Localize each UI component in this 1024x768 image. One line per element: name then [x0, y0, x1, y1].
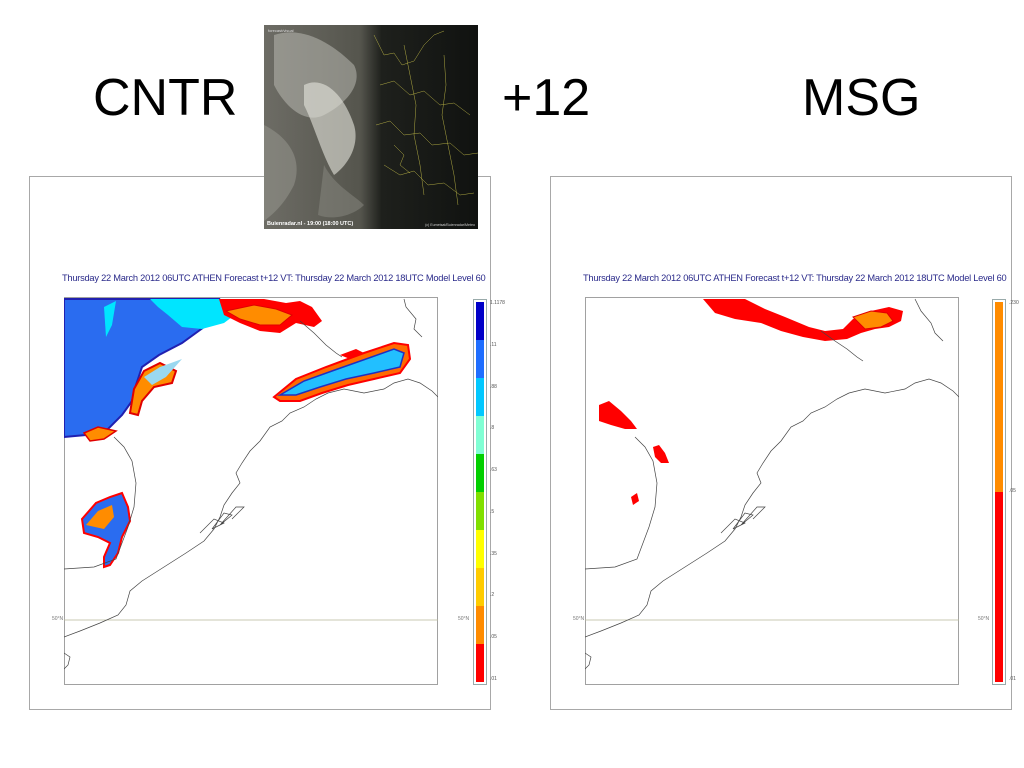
legend-swatch [995, 302, 1003, 492]
lat-label-right: 50°N [458, 616, 470, 622]
cntr-cloud-streak [104, 301, 116, 337]
cntr-forecast-panel: Thursday 22 March 2012 06UTC ATHEN Forec… [29, 176, 505, 710]
legend-swatch [476, 340, 484, 378]
satellite-thumbnail: forecast/visual Buienradar.nl - 19:00 (1… [264, 25, 478, 229]
legend-swatch [476, 606, 484, 644]
coastline-north [820, 330, 864, 362]
cntr-cloud-south [82, 426, 118, 442]
cntr-panel-heading: Thursday 22 March 2012 06UTC ATHEN Forec… [62, 273, 486, 283]
coastline-north-2 [914, 298, 944, 342]
legend-tick-label: .01 [1009, 676, 1016, 682]
coastline-island [64, 652, 71, 670]
legend-tick-label: 1.1178 [490, 300, 505, 306]
legend-tick-label: .88 [490, 383, 497, 390]
msg-legend: .230 .05 .01 [992, 299, 1019, 685]
legend-swatch [476, 378, 484, 416]
lat-label-left: 50°N [573, 616, 585, 622]
coastline-east [327, 378, 438, 398]
cntr-legend: 1.1178 .11 .88 .8 .63 .5 .35 .2 .05 .01 [473, 299, 505, 685]
coastline-north [299, 320, 343, 358]
msg-panel-heading: Thursday 22 March 2012 06UTC ATHEN Forec… [583, 273, 1007, 283]
cntr-east-band [277, 348, 405, 396]
legend-tick-label: .35 [490, 550, 497, 557]
legend-swatch [995, 492, 1003, 682]
coastline-island [585, 652, 592, 670]
legend-swatch [476, 568, 484, 606]
cntr-cloud-light [144, 359, 182, 385]
cntr-orange-north [224, 304, 293, 326]
cntr-cloud-sw-orange [86, 505, 114, 529]
coastline-inlets [720, 506, 766, 534]
legend-swatch [476, 302, 484, 340]
legend-swatch [476, 492, 484, 530]
msg-orange-north [852, 310, 894, 330]
thumbnail-credit: (c) Eumetsat/Buienradar/Meteo [425, 223, 475, 227]
map-frame [585, 297, 959, 685]
msg-red-center [653, 445, 669, 463]
msg-map [585, 297, 959, 685]
legend-tick-label: .05 [1009, 488, 1016, 494]
satellite-image [264, 25, 478, 229]
legend-tick-label: .63 [490, 467, 497, 474]
thumbnail-caption: Buienradar.nl - 19:00 (18:00 UTC) [267, 221, 354, 227]
cntr-cloud-cyan [150, 299, 244, 329]
coastline-inlets [199, 506, 245, 534]
title-msg: MSG [802, 69, 921, 127]
coastline-north-2 [403, 298, 423, 338]
coastline [64, 436, 137, 570]
legend-swatch [476, 416, 484, 454]
legend-tick-label: .5 [490, 508, 495, 515]
legend-swatch [476, 644, 484, 682]
coastline-south [585, 392, 850, 638]
title-forecast-step: +12 [502, 69, 591, 127]
msg-observation-panel: Thursday 22 March 2012 06UTC ATHEN Forec… [550, 176, 1019, 710]
msg-red-speck [631, 493, 639, 505]
thumbnail-header: forecast/visual [268, 28, 294, 33]
coastline [585, 436, 658, 570]
legend-tick-label: .8 [490, 425, 495, 432]
coastline-east [848, 378, 959, 398]
msg-red-west [599, 401, 637, 429]
cntr-map [64, 297, 438, 685]
coastline-south [64, 392, 329, 638]
lat-label-left: 50°N [52, 616, 64, 622]
lat-label-right: 50°N [978, 616, 990, 622]
legend-tick-label: .2 [490, 592, 495, 599]
legend-tick-label: .05 [490, 634, 497, 641]
title-cntr: CNTR [93, 69, 238, 127]
cntr-east-red [340, 349, 364, 359]
msg-red-north [703, 299, 903, 341]
legend-swatch [476, 530, 484, 568]
legend-tick-label: .01 [490, 676, 497, 682]
legend-swatch [476, 454, 484, 492]
legend-tick-label: .230 [1009, 300, 1019, 306]
legend-tick-label: .11 [490, 341, 497, 348]
